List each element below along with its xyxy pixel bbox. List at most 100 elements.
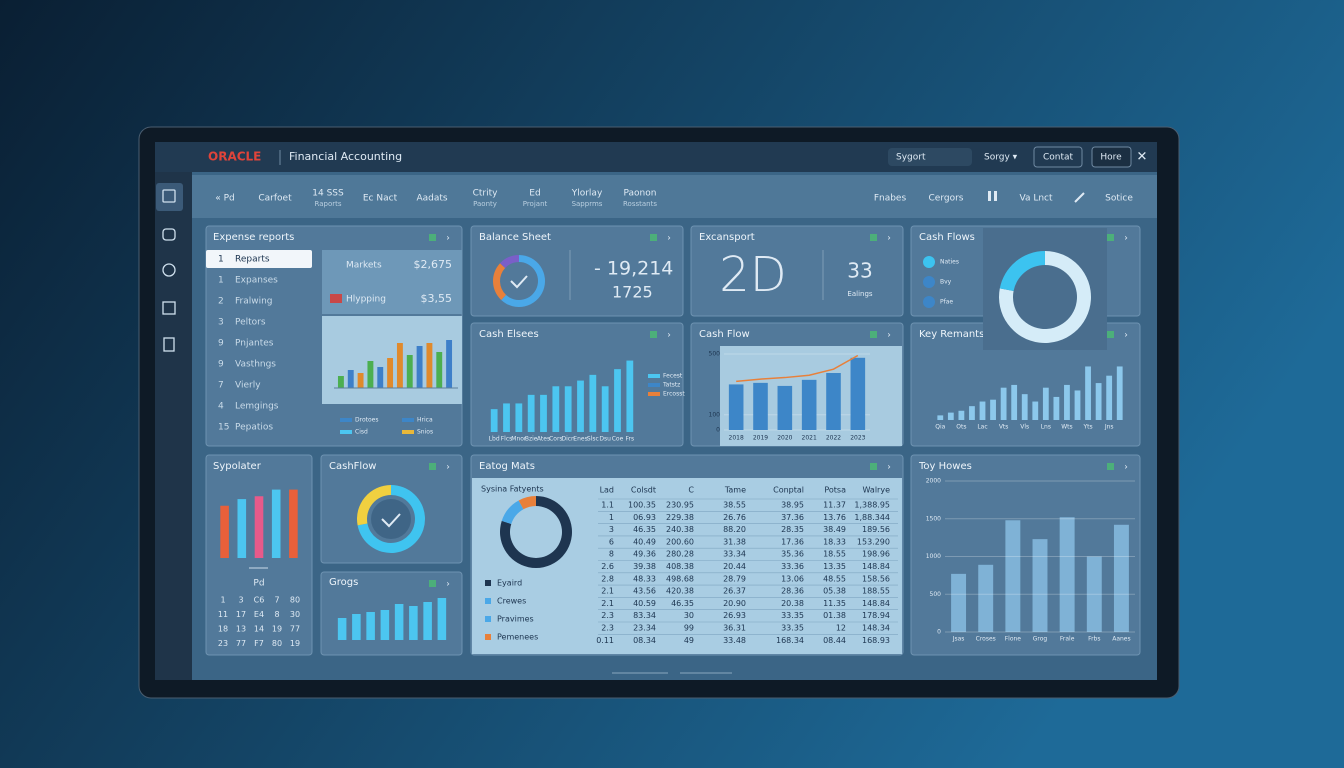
calendar-day[interactable]: 13 <box>236 625 246 634</box>
panel-arrow[interactable]: › <box>1124 234 1128 244</box>
icon-home[interactable] <box>162 189 176 203</box>
table-cell: 20.44 <box>723 562 746 571</box>
calendar-day[interactable]: 1 <box>220 596 225 605</box>
nav-item[interactable]: Rosstants <box>623 200 657 208</box>
calendar-day[interactable]: 11 <box>218 610 228 619</box>
app-title: Financial Accounting <box>289 150 402 163</box>
nav-item[interactable]: Projant <box>523 200 548 208</box>
list-selected[interactable] <box>206 250 312 268</box>
panel-arrow[interactable]: › <box>667 234 671 244</box>
icon-box[interactable] <box>162 301 176 315</box>
list-label[interactable]: Lemgings <box>235 402 279 412</box>
panel-action[interactable] <box>429 234 436 241</box>
icon-db[interactable] <box>162 228 176 241</box>
nav-item[interactable]: Raports <box>315 200 342 208</box>
close-icon[interactable]: ✕ <box>1137 150 1148 165</box>
list-label[interactable]: Fralwing <box>235 297 273 307</box>
list-label[interactable]: Vierly <box>235 381 261 391</box>
list-label[interactable]: Expanses <box>235 276 278 286</box>
calendar-day[interactable]: 23 <box>218 639 228 648</box>
list-label[interactable]: Reparts <box>235 255 270 265</box>
calendar-day[interactable]: 19 <box>272 625 282 634</box>
button-label[interactable]: Contat <box>1043 153 1074 163</box>
hore-button[interactable] <box>1091 146 1132 168</box>
calendar-day[interactable]: 77 <box>290 625 300 634</box>
panel-arrow[interactable]: › <box>446 580 450 590</box>
nav-item[interactable]: Paonty <box>473 200 497 208</box>
panel-arrow[interactable]: › <box>446 234 450 244</box>
pause-icon[interactable] <box>988 191 991 201</box>
bar <box>396 343 403 388</box>
nav-item[interactable]: Sotice <box>1105 194 1133 204</box>
nav-item[interactable]: 14 SSS <box>312 189 344 199</box>
bar <box>958 410 965 420</box>
bar <box>577 380 584 432</box>
nav-item[interactable]: Carfoet <box>258 194 292 204</box>
panel-action[interactable] <box>870 234 877 241</box>
table-cell: 49.36 <box>633 550 656 559</box>
calendar-day[interactable]: E4 <box>254 610 264 619</box>
calendar-day[interactable]: 7 <box>274 596 279 605</box>
x-tick-label: 2023 <box>850 435 865 442</box>
panel-action[interactable] <box>1107 234 1114 241</box>
edit-icon[interactable] <box>1074 192 1085 203</box>
button-label[interactable]: Hore <box>1100 153 1122 163</box>
bar <box>979 401 986 420</box>
nav-item[interactable]: Fnabes <box>874 194 907 204</box>
bar <box>367 361 374 388</box>
calendar-day[interactable]: 80 <box>290 596 300 605</box>
panel-arrow[interactable]: › <box>667 331 671 341</box>
calendar-day[interactable]: C6 <box>254 596 265 605</box>
panel-action[interactable] <box>429 580 436 587</box>
calendar-day[interactable]: 8 <box>274 610 279 619</box>
nav-item[interactable]: « Pd <box>215 194 235 204</box>
calendar-day[interactable]: 80 <box>272 639 282 648</box>
icon-doc[interactable] <box>163 337 175 352</box>
bar <box>380 610 390 640</box>
panel-arrow[interactable]: › <box>1124 331 1128 341</box>
calendar-day[interactable]: 77 <box>236 639 246 648</box>
search-text[interactable]: Sygort <box>896 153 926 163</box>
menu[interactable]: Sorgy ▾ <box>984 153 1018 163</box>
panel-action[interactable] <box>1107 463 1114 470</box>
pause-icon[interactable] <box>994 191 997 201</box>
calendar-day[interactable]: 3 <box>238 596 243 605</box>
nav-item[interactable]: Sapprms <box>572 200 603 208</box>
contat-button[interactable] <box>1033 146 1083 168</box>
panel-action[interactable] <box>650 234 657 241</box>
icon-gauge[interactable] <box>162 263 176 277</box>
bar <box>951 573 967 632</box>
list-label[interactable]: Peltors <box>235 318 266 328</box>
panel-arrow[interactable]: › <box>887 463 891 473</box>
nav-item[interactable]: Ylorlay <box>571 189 603 199</box>
calendar-day[interactable]: 18 <box>218 625 228 634</box>
panel-action[interactable] <box>429 463 436 470</box>
panel-action[interactable] <box>870 331 877 338</box>
list-label[interactable]: Pepatios <box>235 423 273 433</box>
calendar-day[interactable]: 30 <box>290 610 300 619</box>
panel-arrow[interactable]: › <box>446 463 450 473</box>
panel-arrow[interactable]: › <box>887 331 891 341</box>
table-cell: 2.8 <box>601 574 614 583</box>
panel-arrow[interactable]: › <box>1124 463 1128 473</box>
nav-item[interactable]: Ed <box>529 189 540 199</box>
panel-action[interactable] <box>870 463 877 470</box>
calendar-day[interactable]: 19 <box>290 639 300 648</box>
search-box[interactable] <box>888 148 972 166</box>
panel-action[interactable] <box>650 331 657 338</box>
nav-item[interactable]: Aadats <box>416 194 447 204</box>
calendar-day[interactable]: 14 <box>254 625 264 634</box>
list-label[interactable]: Vasthngs <box>235 360 276 370</box>
list-label[interactable]: Pnjantes <box>235 339 274 349</box>
nav-item[interactable]: Va Lnct <box>1019 194 1053 204</box>
nav-item[interactable]: Paonon <box>624 189 657 199</box>
nav-item[interactable]: Cergors <box>929 194 964 204</box>
panel-action[interactable] <box>1107 331 1114 338</box>
x-tick-label: Cors <box>549 436 562 443</box>
summary-label: Markets <box>346 261 382 271</box>
nav-item[interactable]: Ec Nact <box>363 194 398 204</box>
calendar-day[interactable]: 17 <box>236 610 246 619</box>
nav-item[interactable]: Ctrity <box>473 189 499 199</box>
panel-arrow[interactable]: › <box>887 234 891 244</box>
calendar-day[interactable]: F7 <box>254 639 264 648</box>
